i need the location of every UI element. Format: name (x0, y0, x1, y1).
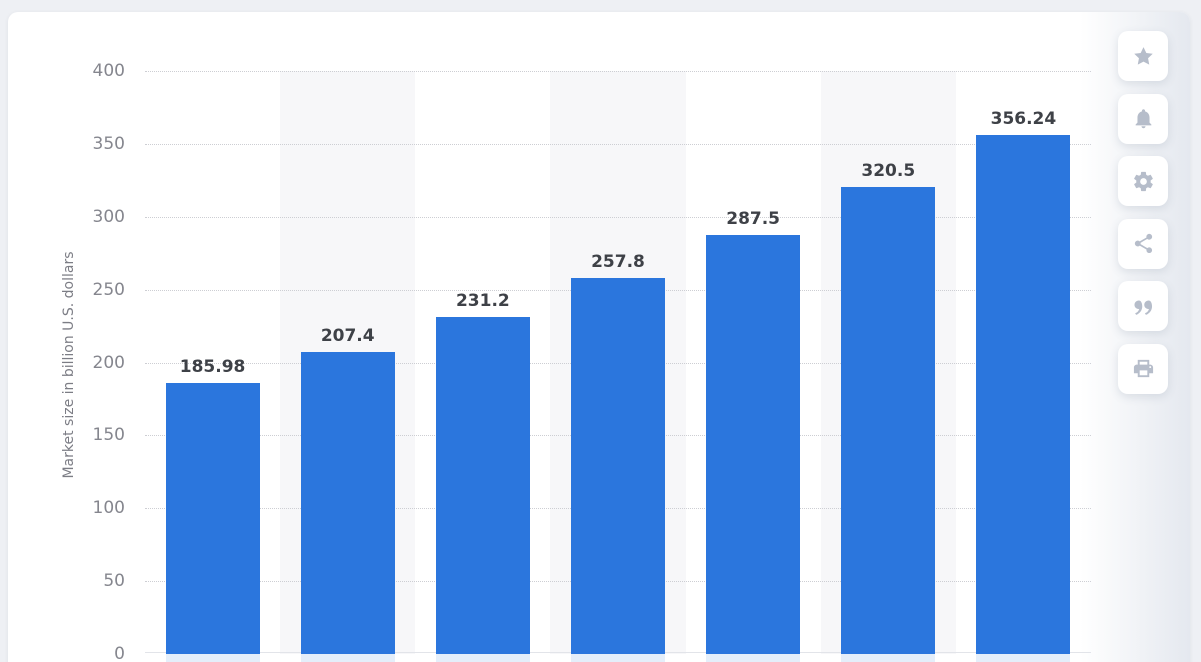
bar-value-label: 231.2 (455, 291, 510, 312)
bar[interactable] (841, 186, 936, 654)
y-tick-label: 50 (103, 571, 125, 592)
chart-card: 400 350 300 250 200 150 100 50 0 185.98 207.4 231.2… (8, 12, 1190, 662)
bar[interactable] (976, 134, 1071, 654)
y-tick-label: 0 (114, 644, 125, 662)
bar[interactable] (571, 278, 665, 654)
bar[interactable] (300, 351, 395, 654)
y-tick-label: 250 (92, 279, 125, 300)
cite-button[interactable] (1118, 281, 1168, 331)
bar-value-label: 287.5 (726, 208, 781, 229)
bell-icon (1132, 107, 1155, 130)
y-tick-label: 150 (92, 425, 125, 446)
y-tick-label: 200 (92, 352, 125, 373)
bar-base-strip (165, 654, 260, 662)
y-tick-label: 400 (92, 61, 125, 81)
bar-value-label: 320.5 (861, 160, 916, 181)
chart-toolbar (8, 12, 1190, 662)
favorite-button[interactable] (1118, 31, 1168, 81)
y-gridline (145, 143, 1091, 145)
printer-icon (1132, 357, 1155, 380)
gear-icon (1132, 170, 1155, 193)
bar[interactable] (435, 317, 530, 654)
notifications-button[interactable] (1118, 93, 1168, 144)
share-button[interactable] (1118, 218, 1168, 269)
bar[interactable] (706, 234, 801, 654)
settings-button[interactable] (1118, 156, 1168, 206)
bar-value-label: 356.24 (990, 108, 1057, 129)
bar-value-label: 185.98 (179, 356, 246, 377)
bar-base-strip (706, 654, 801, 662)
bar-base-strip (571, 654, 665, 662)
bar-base-strip (976, 654, 1071, 662)
y-tick-label: 300 (92, 206, 125, 227)
y-tick-label: 100 (92, 498, 125, 519)
bar-base-strip (435, 654, 530, 662)
bar-chart: 400 350 300 250 200 150 100 50 0 185.98 207.4 231.2… (8, 12, 1190, 662)
bar-base-strip (300, 654, 395, 662)
bar[interactable] (165, 382, 260, 654)
bar-value-label: 257.8 (591, 252, 645, 273)
bar-value-label: 207.4 (320, 325, 375, 346)
star-icon (1132, 45, 1155, 68)
y-gridline (145, 216, 1091, 218)
print-button[interactable] (1118, 343, 1168, 394)
y-tick-label: 350 (92, 133, 125, 154)
y-axis-title: Market size in billion U.S. dollars (61, 251, 77, 479)
quote-icon (1132, 295, 1155, 318)
y-gridline (145, 71, 1091, 72)
share-icon (1132, 232, 1155, 255)
bar-base-strip (841, 654, 936, 662)
